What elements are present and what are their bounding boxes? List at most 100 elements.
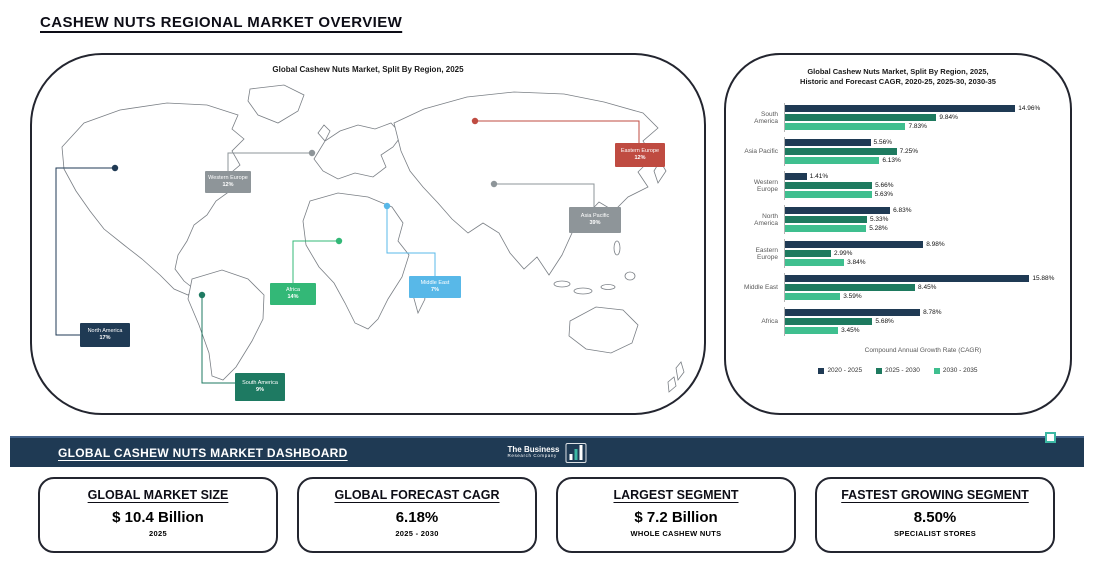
card-value: 6.18% bbox=[395, 509, 439, 526]
cagr-bar-value: 5.63% bbox=[874, 191, 894, 198]
cagr-category-label: Africa bbox=[761, 318, 778, 325]
cagr-bar bbox=[785, 293, 841, 300]
region-label-south-america: South America 9% bbox=[235, 373, 285, 401]
legend-swatch bbox=[876, 367, 883, 374]
card-title: GLOBAL MARKET SIZE bbox=[87, 488, 229, 502]
cagr-bar-value: 9.84% bbox=[939, 114, 958, 121]
region-dot bbox=[308, 149, 316, 157]
region-dot bbox=[471, 117, 479, 125]
cagr-bar bbox=[785, 250, 831, 257]
cagr-bar-value: 8.78% bbox=[923, 309, 942, 316]
region-label-north-america: North America 17% bbox=[80, 323, 130, 347]
cagr-category-row: Asia Pacific 5.56% 7.25% 6.13% bbox=[738, 137, 1062, 166]
cagr-bar bbox=[785, 241, 924, 248]
legend-swatch bbox=[933, 367, 940, 374]
region-share: 17% bbox=[99, 335, 111, 341]
card-subtitle: SPECIALIST STORES bbox=[893, 529, 977, 538]
cagr-category-label: Middle East bbox=[744, 284, 778, 291]
cagr-title-line1: Global Cashew Nuts Market, Split By Regi… bbox=[807, 67, 989, 76]
region-share: 7% bbox=[431, 287, 439, 293]
cagr-bar bbox=[785, 173, 807, 180]
cagr-bar-value: 5.33% bbox=[870, 216, 889, 223]
region-leader-line bbox=[227, 152, 312, 171]
cagr-bar bbox=[785, 225, 867, 232]
region-name: Middle East bbox=[420, 280, 450, 287]
cagr-bar-value: 5.68% bbox=[875, 318, 894, 325]
cagr-bar-value: 5.66% bbox=[875, 182, 894, 189]
region-share: 9% bbox=[256, 387, 264, 393]
region-label-western-europe: Western Europe 12% bbox=[205, 171, 251, 193]
region-dot bbox=[335, 237, 343, 245]
region-label-middle-east: Middle East 7% bbox=[409, 276, 461, 298]
dashboard-banner-title: GLOBAL CASHEW NUTS MARKET DASHBOARD bbox=[58, 445, 348, 460]
region-leader-line bbox=[55, 167, 115, 336]
legend-label: 2025 - 2030 bbox=[885, 367, 920, 374]
cagr-bar bbox=[785, 182, 873, 189]
cagr-bar-value: 1.41% bbox=[809, 173, 829, 180]
region-leader-line bbox=[292, 240, 339, 283]
cagr-legend: 2020 - 2025 2025 - 2030 2030 - 2035 bbox=[726, 367, 1070, 374]
region-dot bbox=[383, 202, 391, 210]
card-title: FASTEST GROWING SEGMENT bbox=[841, 488, 1029, 502]
cagr-bar-value: 14.96% bbox=[1018, 105, 1041, 112]
cagr-chart-panel: Global Cashew Nuts Market, Split By Regi… bbox=[724, 53, 1072, 415]
region-dot bbox=[111, 164, 119, 172]
cagr-bar-value: 6.83% bbox=[893, 207, 912, 214]
cagr-panel-title: Global Cashew Nuts Market, Split By Regi… bbox=[726, 67, 1070, 87]
cagr-category-label: Eastern Europe bbox=[755, 246, 778, 261]
card-global-market-size: GLOBAL MARKET SIZE $ 10.4 Billion 2025 bbox=[38, 477, 278, 553]
legend-label: 2030 - 2035 bbox=[942, 367, 978, 374]
map-panel: Global Cashew Nuts Market, Split By Regi… bbox=[30, 53, 706, 415]
region-dot bbox=[198, 291, 206, 299]
region-leader-line bbox=[201, 295, 235, 384]
cagr-bar bbox=[785, 207, 891, 214]
cagr-bar-value: 3.45% bbox=[841, 327, 860, 334]
region-share: 12% bbox=[222, 182, 234, 188]
cagr-category-label: Asia Pacific bbox=[744, 148, 778, 155]
region-label-asia-pacific: Asia Pacific 39% bbox=[569, 207, 621, 233]
region-share: 39% bbox=[589, 220, 601, 226]
legend-label: 2020 - 2025 bbox=[827, 367, 863, 374]
card-global-forecast-cagr: GLOBAL FORECAST CAGR 6.18% 2025 - 2030 bbox=[297, 477, 537, 553]
card-title: GLOBAL FORECAST CAGR bbox=[334, 488, 500, 502]
region-name: Asia Pacific bbox=[580, 213, 610, 220]
company-logo: The Business Research Company bbox=[507, 442, 587, 463]
region-share: 12% bbox=[634, 155, 646, 161]
logo-line1: The Business bbox=[507, 444, 560, 454]
cagr-category-row: Eastern Europe 8.98% 2.99% 3.84% bbox=[738, 239, 1062, 268]
cagr-bar bbox=[785, 114, 937, 121]
stat-cards-row: GLOBAL MARKET SIZE $ 10.4 Billion 2025 G… bbox=[38, 477, 1056, 553]
logo-line2: Research Company bbox=[507, 453, 557, 459]
cagr-bar-value: 2.99% bbox=[834, 250, 853, 257]
card-value: $ 7.2 Billion bbox=[634, 509, 718, 526]
cagr-bar bbox=[785, 139, 871, 146]
cagr-bar-value: 5.28% bbox=[869, 225, 888, 232]
cagr-category-row: Africa 8.78% 5.68% 3.45% bbox=[738, 307, 1062, 336]
card-value: $ 10.4 Billion bbox=[112, 509, 204, 526]
cagr-bar-value: 5.56% bbox=[873, 139, 892, 146]
region-name: Eastern Europe bbox=[620, 148, 660, 155]
region-leader-line bbox=[494, 183, 595, 207]
cagr-category-label: South America bbox=[754, 110, 778, 125]
card-largest-segment: LARGEST SEGMENT $ 7.2 Billion WHOLE CASH… bbox=[556, 477, 796, 553]
region-label-africa: Africa 14% bbox=[270, 283, 316, 305]
cagr-title-line2: Historic and Forecast CAGR, 2020-25, 202… bbox=[800, 77, 996, 87]
cagr-bar bbox=[785, 216, 868, 223]
cagr-bar bbox=[785, 105, 1016, 112]
cagr-bar-value: 7.83% bbox=[908, 123, 927, 130]
region-name: Western Europe bbox=[208, 175, 248, 182]
world-map-continents bbox=[61, 84, 685, 393]
card-value: 8.50% bbox=[913, 509, 957, 526]
cagr-bar-value: 15.88% bbox=[1032, 275, 1055, 282]
company-logo-text: The Business Research Company bbox=[507, 444, 560, 460]
card-fastest-growing-segment: FASTEST GROWING SEGMENT 8.50% SPECIALIST… bbox=[815, 477, 1055, 553]
cagr-bar bbox=[785, 318, 873, 325]
region-name: South America bbox=[242, 380, 278, 387]
cagr-category-row: South America 14.96% 9.84% 7.83% bbox=[738, 103, 1062, 132]
cagr-bar bbox=[785, 157, 880, 164]
cagr-category-label: North America bbox=[754, 212, 778, 227]
region-name: North America bbox=[87, 328, 123, 335]
cagr-category-label: Western Europe bbox=[753, 178, 778, 193]
cagr-category-row: North America 6.83% 5.33% 5.28% bbox=[738, 205, 1062, 234]
